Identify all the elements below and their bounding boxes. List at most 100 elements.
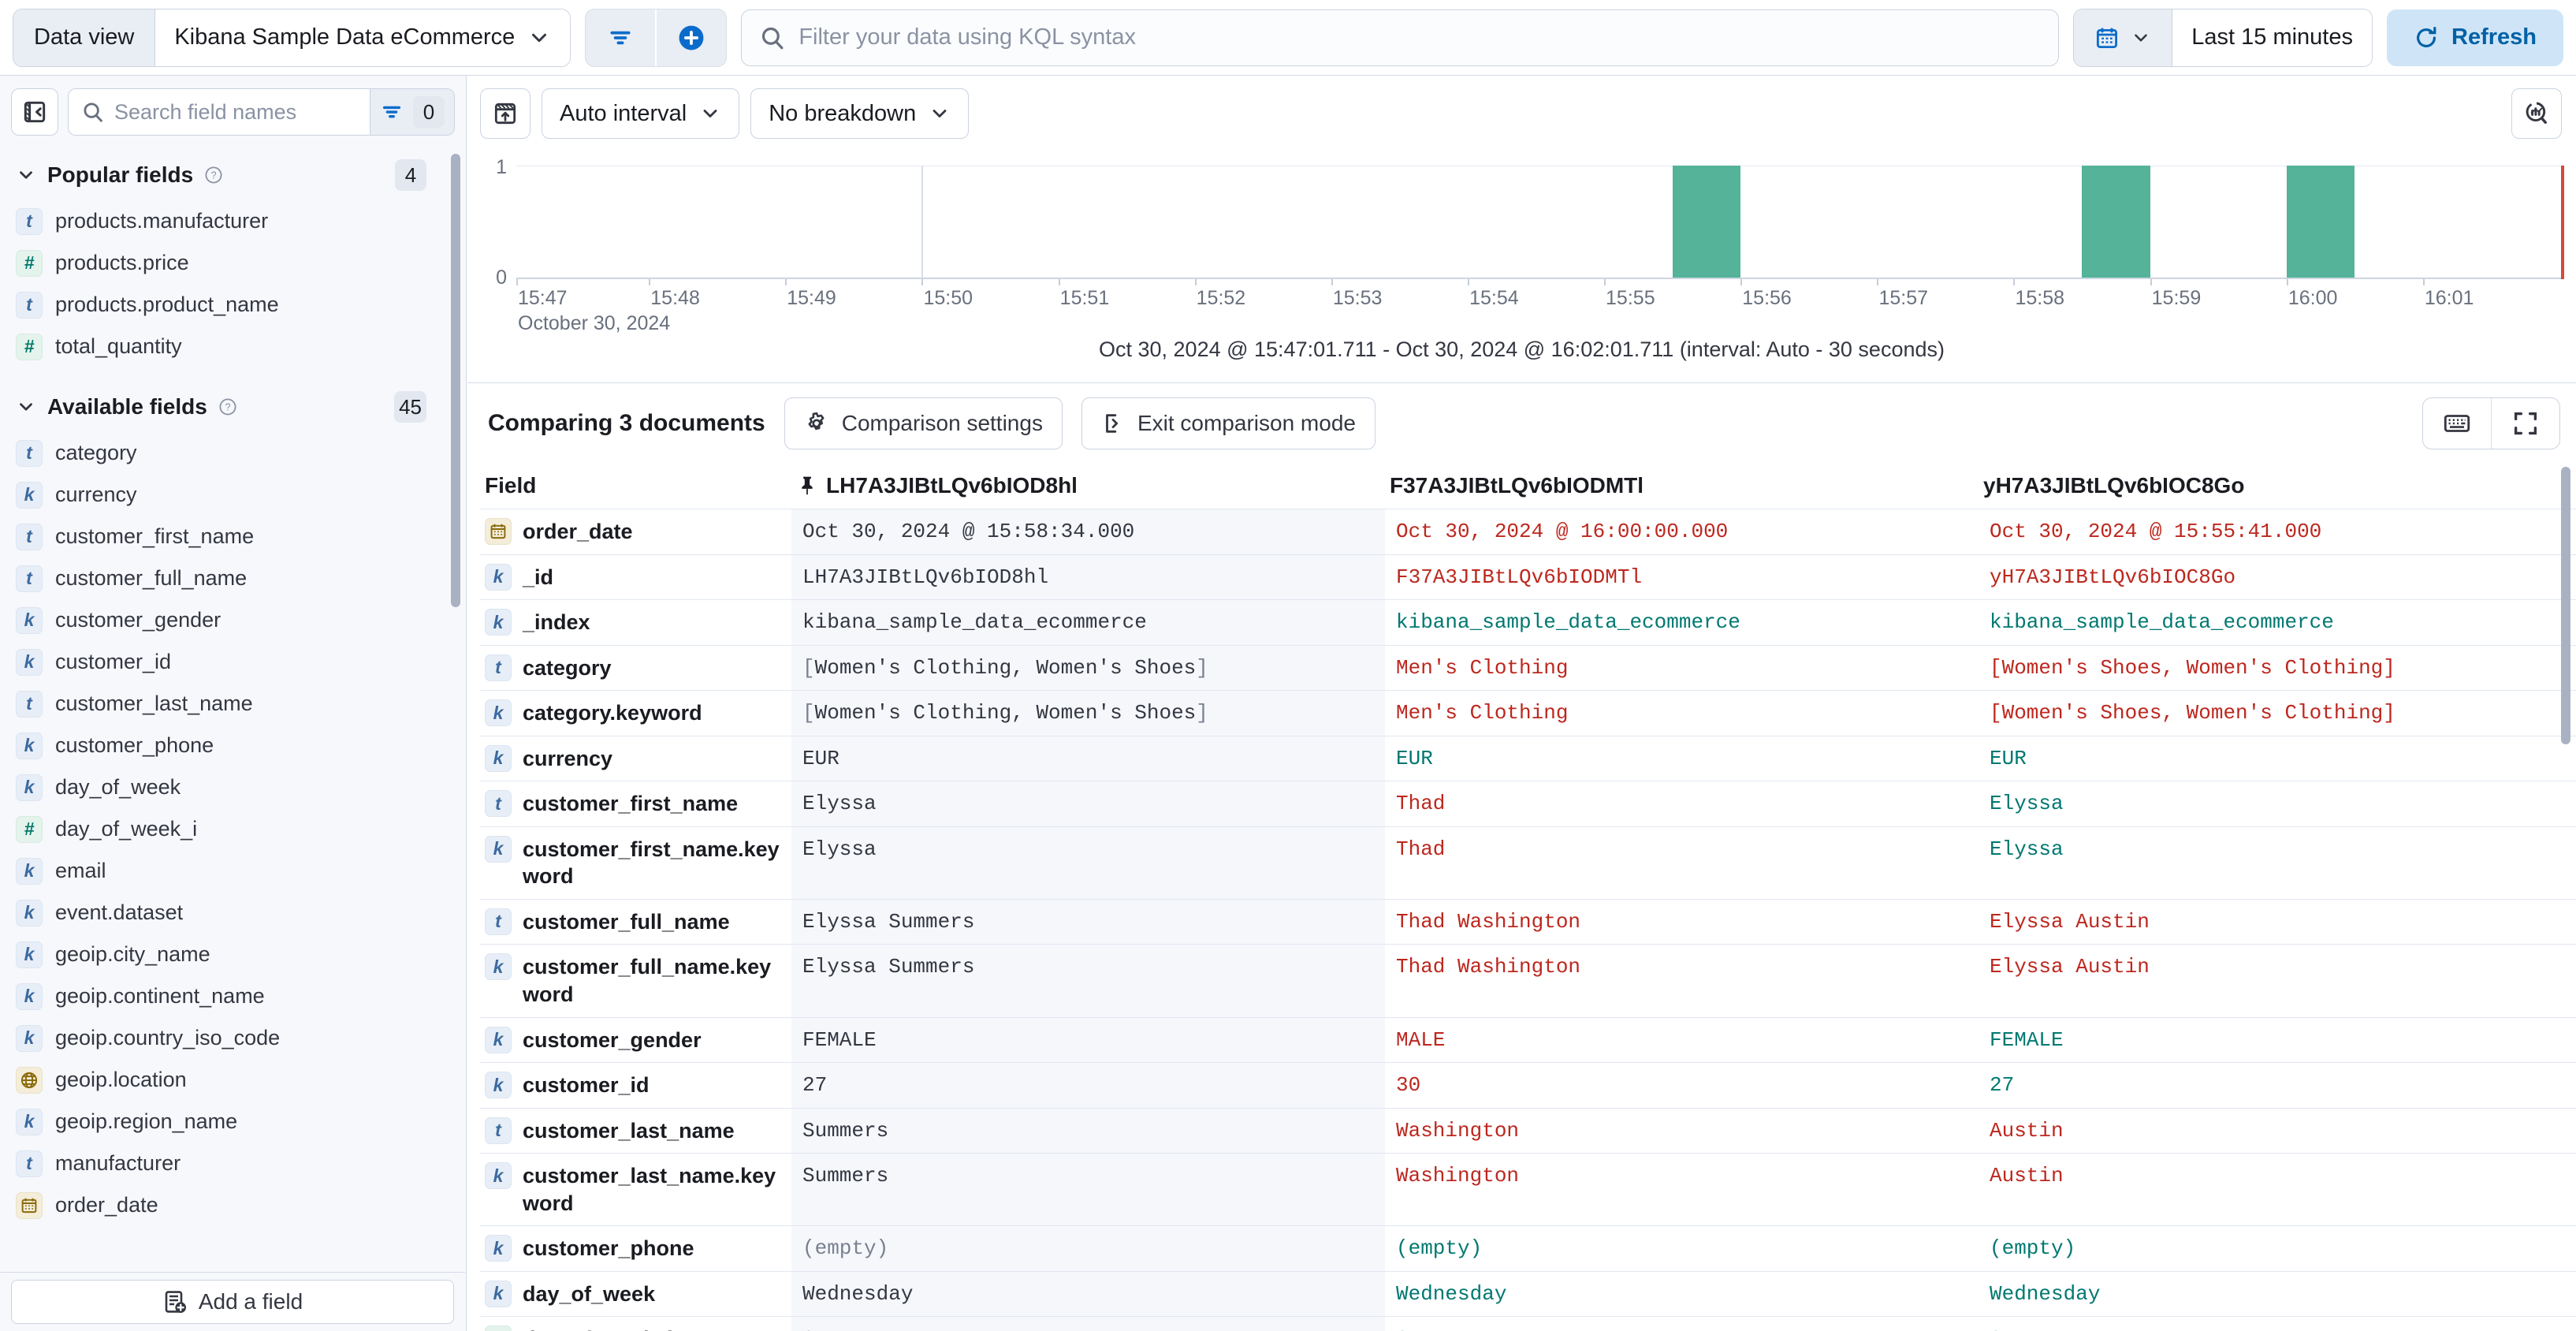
field-label: manufacturer — [55, 1151, 181, 1175]
table-field-cell[interactable]: t customer_first_name — [480, 781, 791, 826]
cell-value: FEMALE — [1990, 1027, 2064, 1052]
available-field-item[interactable]: k currency — [16, 474, 466, 516]
table-field-cell[interactable]: k customer_gender — [480, 1018, 791, 1063]
histogram-bar[interactable] — [1672, 166, 1741, 278]
refresh-button[interactable]: Refresh — [2387, 9, 2563, 66]
field-name: customer_first_name — [523, 792, 739, 816]
comparison-settings-button[interactable]: Comparison settings — [784, 397, 1063, 449]
x-axis-tick — [1331, 279, 1333, 285]
fullscreen-button[interactable] — [2492, 398, 2559, 449]
edit-visualization-button[interactable] — [2511, 88, 2562, 139]
field-filter-button[interactable]: 0 — [370, 89, 454, 135]
table-field-cell[interactable]: k day_of_week — [480, 1272, 791, 1317]
available-field-item[interactable]: k geoip.city_name — [16, 934, 466, 975]
field-search-input[interactable]: Search field names 0 — [68, 88, 455, 136]
available-field-item[interactable]: k customer_id — [16, 641, 466, 683]
available-field-item[interactable]: t category — [16, 432, 466, 474]
bracket: [ — [802, 701, 815, 725]
available-field-item[interactable]: k email — [16, 850, 466, 892]
available-field-item[interactable]: k customer_phone — [16, 725, 466, 766]
popular-field-item[interactable]: # products.price — [16, 242, 466, 284]
table-row: k currency EUR EUR EUR — [480, 735, 2576, 781]
add-filter-button[interactable] — [657, 9, 726, 66]
available-field-item[interactable]: k event.dataset — [16, 892, 466, 934]
exit-comparison-button[interactable]: Exit comparison mode — [1081, 397, 1375, 449]
table-field-cell[interactable]: k customer_phone — [480, 1226, 791, 1271]
popular-fields-header[interactable]: Popular fields ? 4 — [16, 159, 449, 191]
cell-value: (empty) — [802, 1236, 889, 1261]
available-field-item[interactable]: t manufacturer — [16, 1143, 466, 1184]
date-picker-button[interactable] — [2074, 9, 2173, 66]
available-field-item[interactable]: order_date — [16, 1184, 466, 1226]
table-field-cell[interactable]: k customer_full_name.keyword — [480, 945, 791, 1016]
cell-value: Men's Clothing — [1396, 655, 1569, 680]
available-field-item[interactable]: k customer_gender — [16, 599, 466, 641]
table-header-doc-LH7A3JIBtLQv6bIOD8hl[interactable]: LH7A3JIBtLQv6bIOD8hl — [791, 462, 1385, 509]
breakdown-select[interactable]: No breakdown — [750, 88, 970, 139]
available-field-item[interactable]: t customer_first_name — [16, 516, 466, 557]
field-type-icon-geo — [16, 1066, 43, 1094]
table-field-cell[interactable]: k currency — [480, 736, 791, 781]
table-row: t customer_first_name Elyssa Thad Elyssa — [480, 781, 2576, 826]
keyboard-icon — [2444, 415, 2470, 432]
field-type-icon-k: k — [485, 1235, 512, 1262]
field-name: order_date — [523, 520, 633, 543]
add-field-button[interactable]: Add a field — [11, 1280, 454, 1324]
collapse-sidebar-button[interactable] — [11, 88, 58, 136]
hide-chart-button[interactable] — [480, 88, 530, 139]
table-field-cell[interactable]: k category.keyword — [480, 691, 791, 736]
table-value-cell: LH7A3JIBtLQv6bIOD8hl — [791, 554, 1385, 600]
available-field-item[interactable]: t customer_full_name — [16, 557, 466, 599]
sidebar-scrollbar[interactable] — [451, 154, 460, 607]
table-field-cell[interactable]: t customer_last_name — [480, 1109, 791, 1154]
filter-menu-button[interactable] — [586, 9, 655, 66]
x-axis-tick — [649, 279, 651, 285]
table-value-cell: Washington — [1385, 1154, 1979, 1225]
available-field-item[interactable]: k geoip.region_name — [16, 1101, 466, 1143]
table-field-cell[interactable]: k customer_first_name.keyword — [480, 827, 791, 899]
field-type-icon-k: k — [16, 857, 43, 885]
table-value-cell: (empty) — [1385, 1226, 1979, 1271]
table-field-cell[interactable]: k _id — [480, 555, 791, 600]
interval-select[interactable]: Auto interval — [542, 88, 740, 139]
available-field-item[interactable]: t customer_last_name — [16, 683, 466, 725]
available-field-item[interactable]: k geoip.country_iso_code — [16, 1017, 466, 1059]
popular-field-item[interactable]: # total_quantity — [16, 326, 466, 367]
histogram-bar[interactable] — [2082, 166, 2150, 278]
field-type-icon-k: k — [485, 1162, 512, 1190]
table-field-cell[interactable]: k _index — [480, 600, 791, 645]
available-field-item[interactable]: k day_of_week — [16, 766, 466, 808]
histogram-bar[interactable] — [2286, 166, 2355, 278]
table-field-cell[interactable]: t category — [480, 646, 791, 691]
data-view-picker[interactable]: Data view Kibana Sample Data eCommerce — [13, 8, 571, 67]
table-field-cell[interactable]: order_date — [480, 509, 791, 554]
table-value-cell: kibana_sample_data_ecommerce — [1385, 600, 1979, 645]
cell-value: Oct 30, 2024 @ 15:58:34.000 — [802, 520, 1135, 543]
popular-field-item[interactable]: t products.manufacturer — [16, 200, 466, 242]
kql-search-bar[interactable]: Filter your data using KQL syntax — [741, 9, 2060, 66]
table-scrollbar[interactable] — [2561, 467, 2570, 744]
data-view-selected[interactable]: Kibana Sample Data eCommerce — [155, 9, 571, 66]
table-field-cell[interactable]: k customer_last_name.keyword — [480, 1154, 791, 1225]
table-field-cell[interactable]: k customer_id — [480, 1063, 791, 1108]
available-fields-header[interactable]: Available fields ? 45 — [16, 391, 449, 423]
table-header-doc-yH7A3JIBtLQv6bIOC8Go[interactable]: yH7A3JIBtLQv6bIOC8Go — [1979, 462, 2572, 509]
histogram-chart[interactable]: 1 0 15:47 October 30, 2024 15:48 15:49 15:50… — [467, 145, 2576, 334]
field-type-icon-t: t — [485, 790, 512, 818]
popular-field-item[interactable]: t products.product_name — [16, 284, 466, 326]
field-type-icon-t: t — [485, 908, 512, 935]
add-field-icon — [165, 1291, 186, 1313]
field-type-icon-k: k — [16, 941, 43, 968]
table-field-cell[interactable]: t customer_full_name — [480, 900, 791, 945]
time-range-value[interactable]: Last 15 minutes — [2172, 9, 2372, 66]
chart-plot-area[interactable] — [516, 166, 2564, 279]
table-header-doc-F37A3JIBtLQv6bIODMTl[interactable]: F37A3JIBtLQv6bIODMTl — [1385, 462, 1979, 509]
field-label: geoip.city_name — [55, 942, 210, 966]
available-field-item[interactable]: k geoip.continent_name — [16, 975, 466, 1017]
keyboard-shortcuts-button[interactable] — [2423, 398, 2491, 449]
table-row: # day_of_week_i 2 2 2 — [480, 1316, 2576, 1331]
available-field-item[interactable]: # day_of_week_i — [16, 808, 466, 850]
table-field-cell[interactable]: # day_of_week_i — [480, 1317, 791, 1331]
available-field-item[interactable]: geoip.location — [16, 1059, 466, 1101]
table-value-cell: [Women's Clothing, Women's Shoes] — [791, 691, 1385, 736]
